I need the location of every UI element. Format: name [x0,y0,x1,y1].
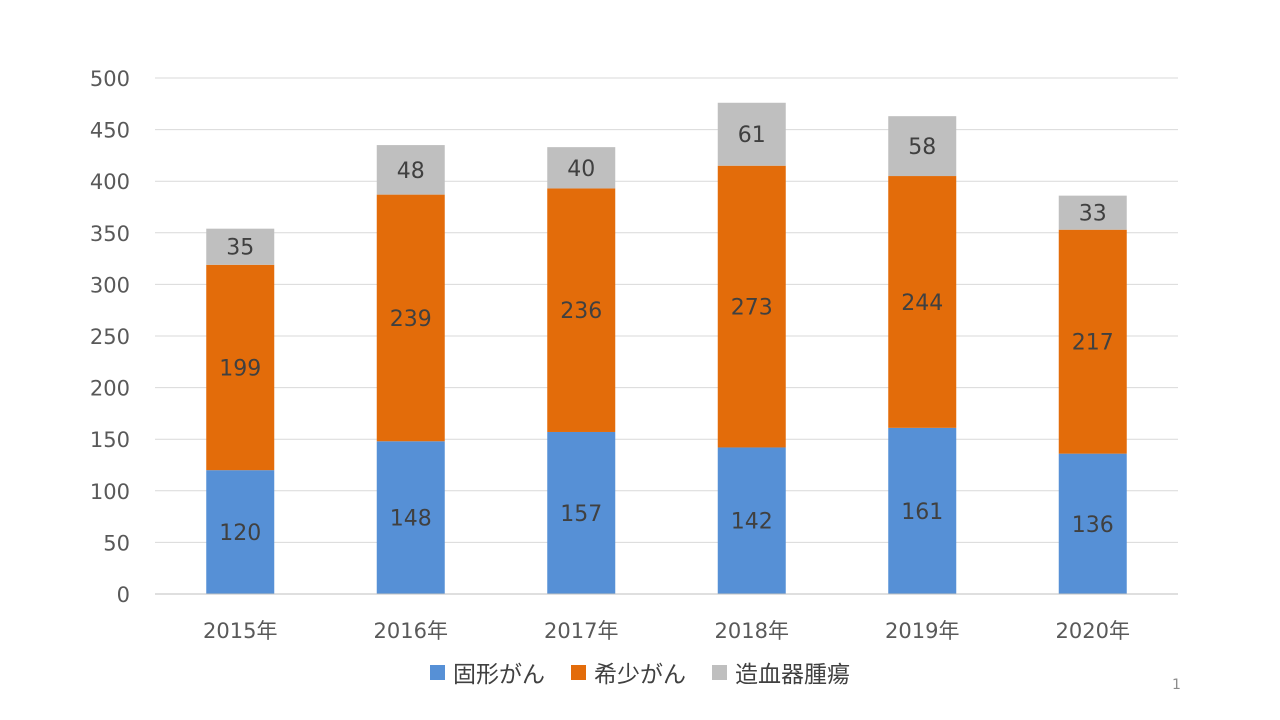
bar-segment [547,431,616,594]
legend-swatch-rare-cancer [571,664,586,680]
bar-segment [717,165,786,448]
bar-segment [376,194,445,442]
y-tick-label: 300 [90,273,130,297]
data-label: 199 [219,356,261,381]
y-tick-label: 400 [90,170,130,194]
data-label: 239 [390,307,432,332]
x-tick-label: 2018年 [715,619,789,643]
bar-segment [206,470,275,594]
bar-segment [547,147,616,189]
data-label: 236 [560,299,602,324]
y-tick-label: 350 [90,222,130,246]
x-tick-label: 2020年 [1056,619,1130,643]
data-label: 142 [731,510,773,535]
data-label: 40 [567,157,595,182]
bar-segment [888,116,957,177]
legend-item-hematologic: 造血器腫瘍 [712,655,850,689]
data-label: 120 [219,521,261,546]
bar-segment [717,102,786,166]
data-label: 244 [901,291,943,316]
data-label: 61 [738,123,766,148]
data-label: 161 [901,500,943,525]
data-label: 273 [731,296,773,321]
legend-swatch-solid-cancer [430,664,445,680]
legend-swatch-hematologic [712,664,727,680]
x-tick-label: 2019年 [885,619,959,643]
legend-label-solid-cancer: 固形がん [453,662,545,688]
y-tick-label: 250 [90,325,130,349]
y-tick-label: 450 [90,119,130,143]
data-label: 35 [226,236,254,261]
data-label: 48 [397,159,425,184]
bar-segment [206,228,275,265]
y-tick-label: 0 [117,583,130,607]
data-label: 136 [1072,513,1114,538]
y-tick-label: 50 [103,531,130,555]
data-label: 148 [390,507,432,532]
bar-segment [717,447,786,594]
legend-label-rare-cancer: 希少がん [594,662,686,688]
data-label: 58 [908,135,936,160]
y-tick-label: 200 [90,377,130,401]
bar-segment [888,176,957,428]
data-label: 33 [1079,202,1107,227]
bar-segment [1058,453,1127,594]
legend: 固形がん 希少がん 造血器腫瘍 [0,655,1280,689]
legend-item-solid-cancer: 固形がん [430,655,545,689]
bar-segment [547,188,616,432]
stacked-bar-chart: 0 50 100 150 200 250 300 350 400 450 500 120 199 35 20… [90,67,1178,643]
legend-label-hematologic: 造血器腫瘍 [735,662,850,688]
bar-segment [1058,195,1127,230]
y-tick-label: 500 [90,67,130,91]
x-tick-label: 2015年 [203,619,277,643]
y-tick-label: 100 [90,480,130,504]
bar-segment [376,145,445,195]
y-tick-label: 150 [90,428,130,452]
bar-segment [1058,229,1127,454]
legend-item-rare-cancer: 希少がん [571,655,686,689]
bar-segment [206,264,275,471]
data-label: 217 [1072,331,1114,356]
x-tick-label: 2016年 [374,619,448,643]
bar-segment [376,441,445,594]
x-tick-label: 2017年 [544,619,618,643]
bar-segment [888,427,957,594]
page-number: 1 [1172,677,1181,693]
data-label: 157 [560,502,602,527]
